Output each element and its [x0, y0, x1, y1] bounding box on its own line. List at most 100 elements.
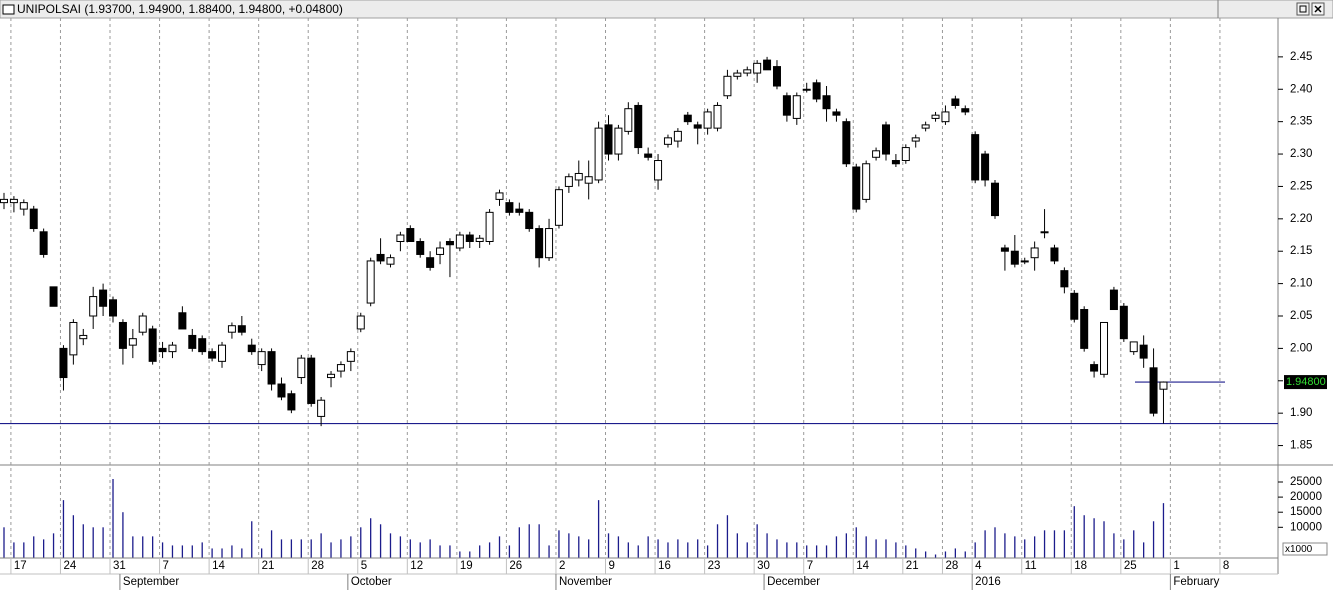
x-tick-label: 7: [163, 560, 169, 572]
candle-body: [723, 75, 732, 97]
candle-body: [525, 211, 534, 230]
y-tick-label: 2.40: [1290, 83, 1312, 95]
candle-body: [307, 357, 316, 404]
candle-body: [703, 111, 712, 129]
candle-body: [1020, 260, 1029, 263]
y-tick-label: 2.35: [1290, 116, 1312, 128]
candle-body: [406, 228, 415, 242]
volume-unit-label: x1000: [1285, 544, 1313, 555]
chart-title: UNIPOLSAI (1.93700, 1.94900, 1.88400, 1.…: [17, 2, 343, 16]
candle-body: [336, 364, 345, 372]
candle-body: [713, 104, 722, 129]
candle-body: [178, 312, 187, 330]
candle-body: [9, 198, 18, 204]
candle-body: [327, 373, 336, 379]
candle-body: [772, 66, 781, 87]
candle-body: [802, 88, 811, 91]
candle-body: [753, 62, 762, 74]
candle-body: [366, 260, 375, 304]
candle-body: [901, 147, 910, 162]
x-tick-label: 26: [509, 560, 522, 572]
candle-body: [297, 357, 306, 379]
candle-body: [188, 334, 197, 349]
month-label: September: [123, 576, 179, 588]
candle-body: [624, 108, 633, 132]
candle-body: [495, 192, 504, 200]
y-tick-label: 2.10: [1290, 278, 1312, 290]
y-tick-label: 1.85: [1290, 440, 1312, 452]
candle-body: [654, 160, 663, 181]
candle-body: [505, 202, 514, 213]
candle-body: [208, 351, 217, 359]
candle-body: [1100, 321, 1109, 375]
y-tick-label: 2.45: [1290, 51, 1312, 63]
y-tick-label: 1.90: [1290, 407, 1312, 419]
axes: 1.901.851.952.002.052.102.152.202.252.30…: [10, 51, 1328, 590]
candle-body: [1060, 270, 1069, 288]
candle-body: [237, 325, 246, 333]
candle-body: [475, 237, 484, 242]
volume-tick-label: 25000: [1290, 476, 1322, 488]
x-tick-label: 7: [807, 560, 813, 572]
candle-body: [1129, 341, 1138, 353]
candle-body: [396, 234, 405, 243]
candle-body: [128, 338, 137, 346]
candle-body: [545, 228, 554, 259]
month-label: February: [1173, 576, 1219, 588]
x-tick-label: 5: [361, 560, 367, 572]
candle-body: [683, 114, 692, 123]
candle-body: [1040, 231, 1049, 234]
candle-body: [455, 234, 464, 249]
candle-body: [663, 137, 672, 145]
candle-body: [852, 166, 861, 210]
candle-body: [445, 241, 454, 246]
candle-body: [564, 176, 573, 187]
y-tick-label: 2.05: [1290, 310, 1312, 322]
candle-body: [1119, 305, 1128, 340]
candle-body: [19, 202, 28, 210]
candle-body: [1139, 344, 1148, 359]
month-label: November: [559, 576, 612, 588]
candle-body: [1050, 247, 1059, 262]
candle-body: [1149, 367, 1158, 414]
y-tick-label: 2.20: [1290, 213, 1312, 225]
x-tick-label: 1: [1173, 560, 1179, 572]
candle-body: [634, 104, 643, 149]
candle-body: [971, 134, 980, 181]
candle-body: [218, 344, 227, 362]
month-label: December: [767, 576, 820, 588]
candle-body: [109, 299, 118, 317]
candle-body: [941, 111, 950, 123]
candle-body: [782, 95, 791, 116]
candle-body: [287, 393, 296, 411]
candle-body: [198, 338, 207, 353]
candle-body: [257, 351, 266, 366]
x-tick-label: 25: [1124, 560, 1137, 572]
x-tick-label: 24: [63, 560, 76, 572]
candle-body: [168, 344, 177, 353]
volume-tick-label: 10000: [1290, 521, 1322, 533]
plot: [0, 56, 1278, 558]
y-tick-label: 2.30: [1290, 148, 1312, 160]
candle-body: [0, 198, 8, 204]
candle-body: [79, 334, 88, 340]
candle-body: [535, 228, 544, 259]
x-tick-label: 14: [212, 560, 225, 572]
candle-body: [69, 321, 78, 356]
grid: [10, 18, 1221, 558]
restore-button[interactable]: [1296, 2, 1310, 16]
volume-tick-label: 15000: [1290, 506, 1322, 518]
candle-body: [872, 150, 881, 158]
candle-body: [733, 72, 742, 77]
x-tick-label: 18: [1074, 560, 1087, 572]
x-tick-label: 28: [311, 560, 324, 572]
candle-body: [981, 153, 990, 181]
candle-body: [49, 286, 58, 307]
candle-body: [99, 289, 108, 307]
x-tick-label: 14: [856, 560, 869, 572]
candle-body: [614, 127, 623, 155]
candle-body: [881, 124, 890, 155]
candle-body: [921, 124, 930, 129]
window-buttons[interactable]: [1296, 2, 1325, 16]
candle-body: [574, 172, 583, 181]
